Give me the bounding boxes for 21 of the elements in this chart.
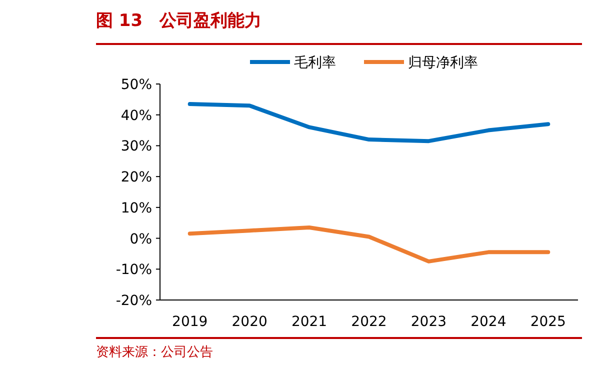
y-tick-label: 20% — [120, 170, 152, 186]
y-tick-label: 50% — [120, 77, 152, 93]
x-tick-label: 2024 — [470, 314, 506, 330]
x-tick-label: 2021 — [291, 314, 328, 330]
y-tick-label: -20% — [116, 293, 152, 309]
y-tick-label: 40% — [120, 108, 152, 124]
line-series — [188, 102, 550, 144]
line-series — [188, 225, 550, 264]
text: 资料来源：公司公告 — [96, 345, 213, 360]
legend-label: 毛利率 — [294, 55, 336, 71]
y-tick-label: 30% — [120, 138, 152, 155]
legend-label: 归母净利率 — [408, 55, 478, 71]
x-tick-label: 2023 — [410, 314, 447, 330]
y-tick-label: -10% — [116, 262, 152, 278]
x-tick-label: 2022 — [351, 314, 387, 330]
y-tick-label: 10% — [120, 200, 152, 216]
y-tick-label: 0% — [130, 231, 152, 248]
x-tick-label: 2019 — [172, 314, 208, 330]
x-tick-label: 2020 — [232, 314, 268, 330]
x-tick-label: 2025 — [530, 314, 566, 330]
chart-title: 图 13 公司盈利能力 — [96, 11, 262, 31]
